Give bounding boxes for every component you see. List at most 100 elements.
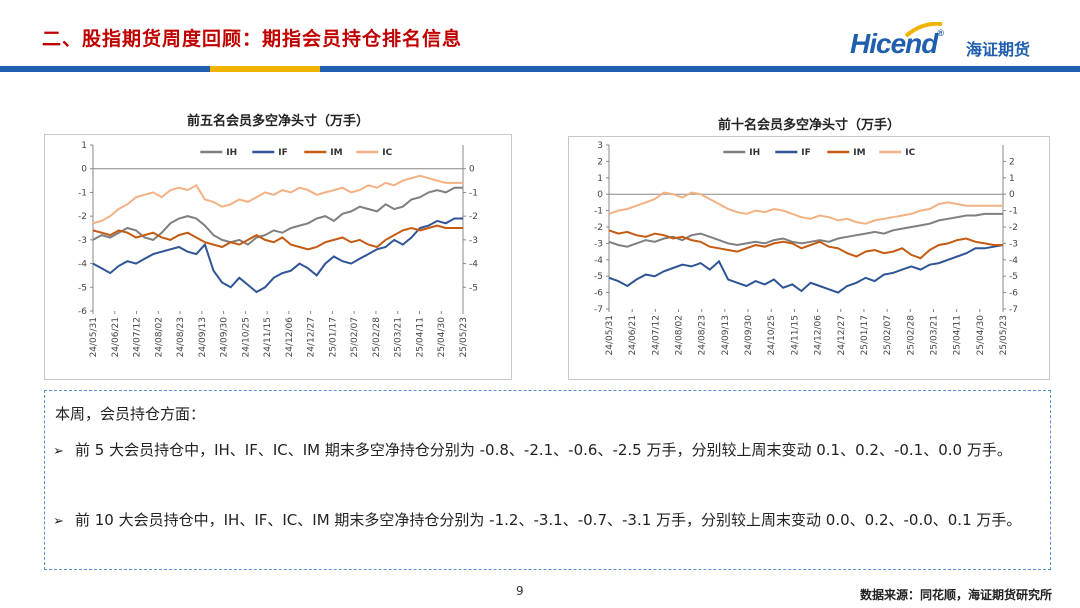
y2-tick-label: -3	[1009, 239, 1018, 249]
header-divider-bar	[0, 66, 1080, 72]
y-tick-label: -4	[78, 260, 87, 270]
chart-frame-top10: 3 2 1 0 -1 -2 -3 -4 -5 -6 -7 2 1 0 -1 -2 -3 -4 -5 -6 -7 24/05…	[568, 136, 1050, 380]
summary-box: 本周，会员持仓方面： ➢ 前 5 大会员持仓中，IH、IF、IC、IM 期末多空净…	[44, 390, 1051, 570]
x-tick-label: 24/10/25	[241, 317, 251, 357]
x-tick-label: 24/10/25	[767, 315, 777, 355]
y-tick-label: -7	[594, 305, 603, 315]
x-tick-label: 24/09/13	[198, 317, 208, 357]
legend-label-if: IF	[801, 148, 811, 158]
x-tick-label: 25/03/21	[394, 317, 404, 357]
y-tick-label: -2	[78, 212, 87, 222]
x-tick-label: 25/02/07	[883, 315, 893, 355]
y-tick-label: -5	[78, 283, 87, 293]
x-tick-label: 24/09/30	[744, 315, 754, 356]
y2-tick-label: -2	[1009, 223, 1018, 233]
y2-tick-label: -5	[469, 283, 478, 293]
y2-tick-label: -4	[1009, 256, 1018, 266]
x-tick-label: 25/01/17	[860, 315, 870, 355]
y-tick-label: -4	[594, 256, 603, 266]
chart-panel-top5: 前五名会员多空净头寸（万手） 1 0 -1 -2 -3 -4 -5 -6 0 -1 -2 -3 -4 -5…	[44, 108, 512, 380]
x-tick-label: 24/06/21	[628, 315, 638, 355]
logo-mark: Hicend®	[850, 28, 944, 59]
y-tick-label: -1	[594, 207, 603, 217]
legend-label-ic: IC	[905, 148, 915, 158]
y2-tick-label: -3	[469, 236, 478, 246]
series-line-if	[92, 217, 463, 294]
legend-label-ih: IH	[749, 148, 760, 158]
y2-tick-label: -2	[469, 212, 478, 222]
x-tick-label: 24/05/31	[605, 315, 615, 355]
series-line-ic	[92, 174, 463, 225]
y2-tick-label: 0	[1009, 190, 1015, 200]
line-chart-top5: 1 0 -1 -2 -3 -4 -5 -6 0 -1 -2 -3 -4 -5 24/05/31 24/06/2…	[78, 141, 478, 358]
series-line-ih	[92, 186, 463, 246]
summary-bullet-top5: ➢ 前 5 大会员持仓中，IH、IF、IC、IM 期末多空净持仓分别为 -0.8、…	[53, 435, 1043, 467]
x-tick-label: 24/08/02	[154, 317, 164, 357]
y-tick-label: 0	[597, 190, 603, 200]
y2-tick-label: -4	[469, 260, 478, 270]
x-tick-label: 25/02/28	[906, 315, 916, 356]
y-tick-label: -3	[78, 236, 87, 246]
y-tick-label: 2	[597, 157, 603, 167]
series-line-im	[608, 229, 1003, 260]
bullet-text-top10: 前 10 大会员持仓中，IH、IF、IC、IM 期末多空净持仓分别为 -1.2、…	[75, 511, 1022, 529]
x-tick-label: 25/04/30	[976, 315, 986, 356]
y-tick-label: -3	[594, 239, 603, 249]
page-title: 二、股指期货周度回顾：期指会员持仓排名信息	[42, 28, 463, 50]
summary-intro: 本周，会员持仓方面：	[55, 405, 206, 423]
chart-title-top5: 前五名会员多空净头寸（万手）	[186, 114, 369, 129]
y-tick-label: -6	[78, 307, 87, 317]
series-line-if	[608, 244, 1004, 294]
x-tick-label: 25/01/17	[328, 317, 338, 357]
x-tick-label: 24/05/31	[89, 317, 99, 357]
y2-tick-label: -6	[1009, 289, 1018, 299]
data-source-note: 数据来源：同花顺，海证期货研究所	[859, 588, 1052, 602]
y-tick-label: -5	[594, 272, 603, 282]
x-tick-label: 25/03/21	[929, 315, 939, 355]
x-tick-label: 25/05/23	[999, 315, 1009, 355]
legend-label-im: IM	[330, 148, 342, 158]
x-tick-label: 25/02/28	[372, 317, 382, 358]
y2-tick-label: -1	[1009, 207, 1018, 217]
x-tick-label: 24/12/06	[285, 317, 295, 358]
x-tick-label: 24/11/15	[790, 315, 800, 355]
y-tick-label: 1	[81, 141, 87, 151]
y-tick-label: -2	[594, 223, 603, 233]
x-tick-label: 24/11/15	[263, 317, 273, 357]
logo-cn-name: 海证期货	[966, 40, 1031, 59]
y2-tick-label: -7	[1009, 305, 1018, 315]
x-tick-label: 24/09/30	[220, 317, 230, 358]
x-tick-label: 24/07/12	[133, 317, 143, 357]
y-tick-label: 3	[597, 141, 603, 151]
chart-frame-top5: 1 0 -1 -2 -3 -4 -5 -6 0 -1 -2 -3 -4 -5 24/05/31 24/06/2…	[44, 134, 512, 380]
x-tick-label: 25/05/23	[459, 317, 469, 357]
bullet-arrow-icon: ➢	[53, 514, 64, 529]
y-tick-label: -1	[78, 188, 87, 198]
series-line-im	[92, 224, 463, 251]
summary-bullet-top10: ➢ 前 10 大会员持仓中，IH、IF、IC、IM 期末多空净持仓分别为 -1.2…	[53, 505, 1043, 537]
legend-label-ih: IH	[226, 148, 237, 158]
y-tick-label: 1	[597, 174, 603, 184]
x-tick-label: 24/08/23	[176, 317, 186, 357]
x-tick-label: 24/09/13	[721, 315, 731, 355]
y-tick-label: -6	[594, 289, 603, 299]
company-logo: Hicend® 海证期货	[850, 22, 1050, 62]
page-number: 9	[516, 584, 524, 598]
x-tick-label: 24/12/06	[814, 315, 824, 356]
x-tick-label: 25/02/07	[350, 317, 360, 357]
x-tick-label: 25/04/30	[437, 317, 447, 358]
bullet-text-top5: 前 5 大会员持仓中，IH、IF、IC、IM 期末多空净持仓分别为 -0.8、-…	[75, 441, 1012, 459]
x-tick-label: 24/07/12	[651, 315, 661, 355]
x-tick-label: 24/06/21	[111, 317, 121, 357]
legend-label-if: IF	[278, 148, 288, 158]
chart-title-top10: 前十名会员多空净头寸（万手）	[717, 118, 900, 133]
series-line-ic	[608, 191, 1003, 225]
line-chart-top10: 3210-1-2-3-4-5-6-7210-1-2-3-4-5-6-724/05…	[594, 141, 1018, 356]
logo-swoosh-icon	[904, 22, 943, 38]
y2-tick-label: 0	[469, 165, 475, 175]
x-tick-label: 25/04/11	[953, 315, 963, 355]
x-tick-label: 24/08/23	[698, 315, 708, 355]
y2-tick-label: 1	[1009, 174, 1015, 184]
y2-tick-label: 2	[1009, 157, 1015, 167]
x-tick-label: 24/12/27	[837, 315, 847, 355]
